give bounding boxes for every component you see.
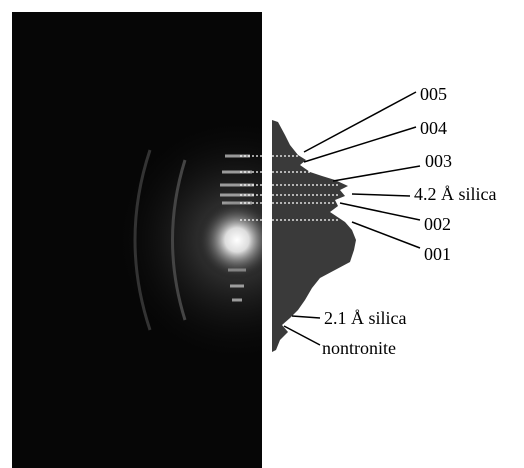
label: 003 — [425, 151, 452, 171]
figure: 005 004 003 4.2 Å silica 002 001 2.1 Å s… — [0, 0, 524, 468]
label: 002 — [424, 214, 451, 234]
label: 4.2 Å silica — [414, 184, 497, 204]
label: 001 — [424, 244, 451, 264]
diffraction-image — [12, 12, 262, 468]
label: 2.1 Å silica — [324, 308, 407, 328]
label: 005 — [420, 84, 447, 104]
label: 004 — [420, 118, 447, 138]
label: nontronite — [322, 338, 396, 358]
